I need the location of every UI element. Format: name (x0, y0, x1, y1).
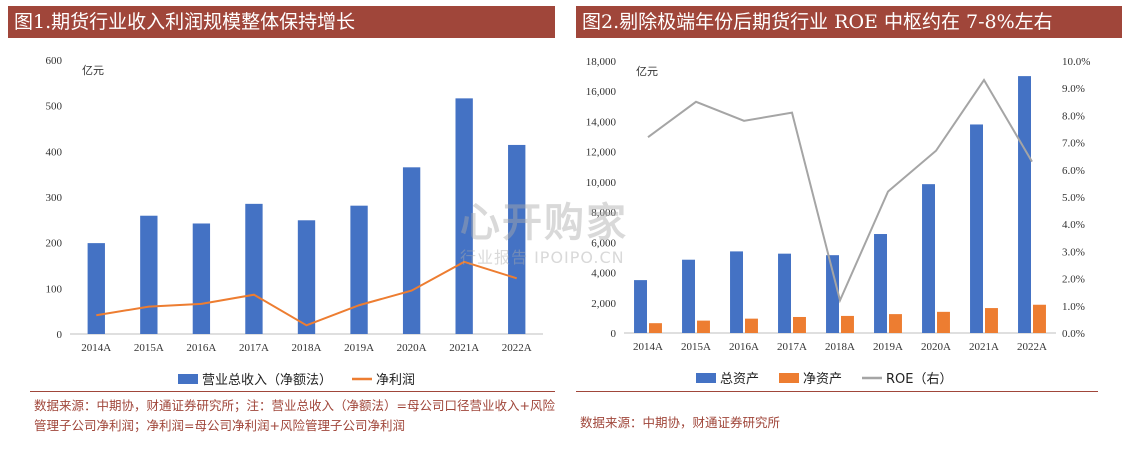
y-tick-label: 400 (46, 146, 63, 158)
y-tick-label: 10,000 (586, 177, 617, 189)
bar (745, 318, 758, 333)
legend-swatch (696, 373, 716, 383)
legend-label: 净利润 (376, 373, 415, 387)
source-divider-1 (30, 391, 555, 392)
bar (874, 234, 887, 333)
x-tick-label: 2014A (81, 342, 111, 354)
figure2-title: 图2.剔除极端年份后期货行业 ROE 中枢约在 7-8%左右 (576, 6, 1122, 38)
y2-tick-label: 8.0% (1062, 110, 1085, 122)
x-tick-label: 2020A (921, 341, 951, 353)
bar (697, 320, 710, 333)
series-line (96, 260, 518, 327)
y-tick-label: 4,000 (591, 268, 616, 280)
legend-swatch (779, 373, 799, 383)
source-divider-2 (576, 391, 1098, 392)
bar (1018, 76, 1031, 333)
x-tick-label: 2017A (777, 341, 807, 353)
x-tick-label: 2015A (681, 341, 711, 353)
bar (937, 311, 950, 333)
x-tick-label: 2014A (633, 341, 663, 353)
y-tick-label: 12,000 (586, 147, 617, 159)
bar (297, 220, 316, 334)
y2-tick-label: 2.0% (1062, 274, 1085, 286)
series-line (647, 78, 1033, 304)
legend-label: 总资产 (720, 372, 759, 387)
source-note-1: 数据来源：中期协，财通证券研究所；注：营业总收入（净额法）=母公司口径营业收入+… (34, 398, 555, 433)
y2-tick-label: 3.0% (1062, 246, 1085, 258)
y2-tick-label: 5.0% (1062, 192, 1085, 204)
bar (649, 323, 662, 333)
x-tick-label: 2016A (729, 341, 759, 353)
y-tick-label: 2,000 (591, 298, 616, 310)
y2-tick-label: 0.0% (1062, 328, 1085, 340)
y-unit-label: 亿元 (636, 65, 658, 78)
x-tick-label: 2020A (397, 342, 427, 354)
x-tick-label: 2018A (292, 342, 322, 354)
y2-tick-label: 7.0% (1062, 138, 1085, 150)
revenue-profit-chart: 0 100 200 300 400 500 600 亿元 2014A 2015A 2016A 2017… (46, 55, 543, 387)
bar (455, 98, 473, 334)
x-tick-label: 2019A (344, 342, 374, 354)
y2-tick-label: 9.0% (1062, 83, 1085, 95)
x-tick-label: 2021A (449, 342, 479, 354)
x-tick-label: 2016A (186, 342, 216, 354)
x-tick-label: 2018A (825, 341, 855, 353)
legend-label: 净资产 (803, 372, 842, 387)
bar (245, 203, 263, 334)
y-tick-label: 6,000 (591, 237, 616, 249)
y-tick-label: 14,000 (586, 116, 617, 128)
y2-tick-label: 10.0% (1062, 56, 1090, 68)
bar (778, 253, 791, 333)
y-unit-label: 亿元 (82, 64, 104, 77)
y-tick-label: 300 (46, 192, 63, 204)
y-tick-label: 0 (57, 329, 63, 341)
y-tick-label: 8,000 (591, 207, 616, 219)
x-tick-label: 2017A (239, 342, 269, 354)
bar (985, 308, 998, 333)
legend-label: ROE（右） (886, 372, 952, 387)
bar (634, 280, 647, 333)
x-tick-label: 2019A (873, 341, 903, 353)
x-tick-label: 2022A (1017, 341, 1047, 353)
x-tick-label: 2022A (502, 342, 532, 354)
y-tick-label: 0 (611, 328, 617, 340)
y-tick-label: 200 (46, 238, 63, 250)
y2-tick-label: 1.0% (1062, 301, 1085, 313)
bar (508, 144, 526, 334)
assets-roe-chart: 0 2,000 4,000 6,000 8,000 10,000 12,000 14,000 1… (586, 56, 1091, 387)
x-tick-label: 2015A (134, 342, 164, 354)
bar (682, 259, 695, 333)
bar (889, 314, 902, 333)
x-tick-label: 2021A (969, 341, 999, 353)
y2-tick-label: 6.0% (1062, 165, 1085, 177)
bar (192, 223, 211, 334)
y-tick-label: 16,000 (586, 86, 617, 98)
y-tick-label: 18,000 (586, 56, 617, 68)
bar (793, 316, 806, 333)
legend-swatch (178, 374, 198, 384)
bar (87, 243, 105, 334)
y2-tick-label: 4.0% (1062, 219, 1085, 231)
bar (140, 215, 158, 334)
figure1-title: 图1.期货行业收入利润规模整体保持增长 (8, 6, 555, 38)
bar (922, 184, 935, 333)
bar (970, 124, 983, 333)
bar (730, 251, 743, 333)
y-tick-label: 100 (46, 283, 63, 295)
source-note-2: 数据来源：中期协，财通证券研究所 (580, 415, 781, 430)
bar (841, 315, 854, 333)
legend-label: 营业总收入（净额法） (202, 373, 332, 387)
y-tick-label: 600 (46, 55, 63, 67)
bar (1033, 304, 1046, 333)
bar (350, 205, 368, 334)
bar (402, 167, 421, 334)
y-tick-label: 500 (46, 101, 63, 113)
bar (826, 255, 839, 333)
